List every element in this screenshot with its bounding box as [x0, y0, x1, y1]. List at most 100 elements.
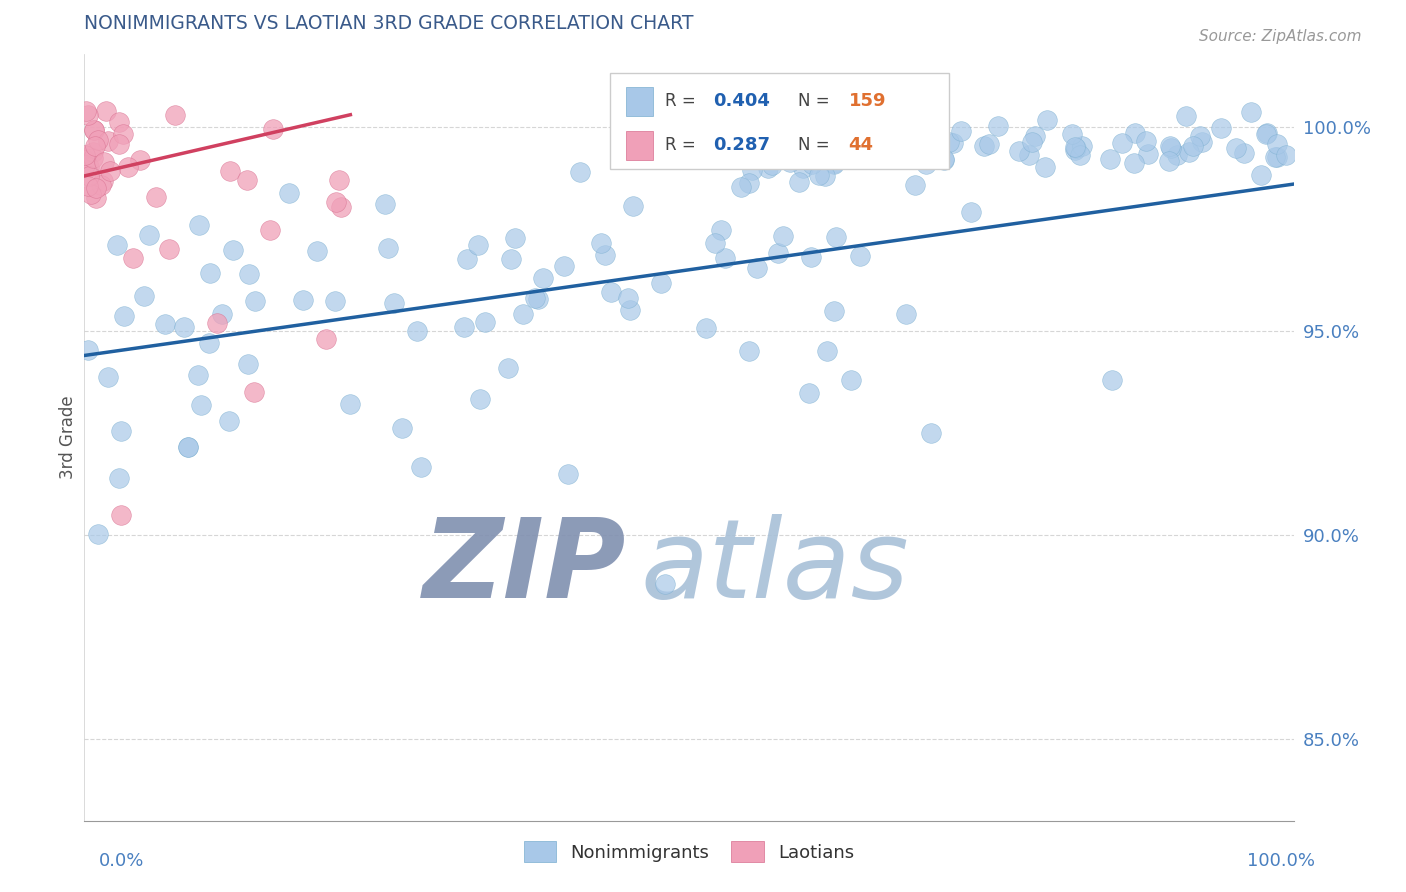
- Point: [839, 373, 862, 387]
- Point: [242, 385, 264, 400]
- Point: [761, 158, 783, 172]
- Point: [695, 321, 717, 335]
- Point: [738, 344, 761, 359]
- Point: [470, 392, 492, 406]
- Point: [839, 137, 862, 152]
- Point: [323, 293, 346, 308]
- Point: [1166, 148, 1188, 162]
- Point: [1036, 113, 1059, 128]
- Point: [1069, 148, 1091, 162]
- Point: [737, 177, 759, 191]
- Point: [1160, 141, 1182, 155]
- Point: [82, 145, 104, 160]
- Point: [138, 227, 160, 242]
- Point: [75, 153, 97, 167]
- Point: [291, 293, 314, 307]
- Point: [411, 460, 433, 475]
- Point: [238, 268, 260, 282]
- Point: [93, 155, 115, 169]
- Point: [374, 197, 396, 211]
- Point: [710, 223, 733, 237]
- Point: [845, 136, 868, 150]
- Point: [709, 108, 731, 122]
- Point: [654, 577, 676, 591]
- Text: N =: N =: [797, 136, 830, 154]
- Point: [330, 200, 353, 214]
- Point: [173, 319, 195, 334]
- Point: [730, 180, 752, 194]
- Point: [763, 141, 786, 155]
- Point: [1159, 139, 1181, 153]
- Point: [84, 139, 107, 153]
- Point: [749, 135, 772, 149]
- Point: [108, 470, 131, 484]
- Point: [75, 158, 97, 172]
- Point: [382, 296, 405, 310]
- Point: [894, 307, 917, 321]
- FancyBboxPatch shape: [610, 73, 949, 169]
- Point: [553, 259, 575, 273]
- Point: [817, 343, 839, 358]
- Point: [84, 191, 107, 205]
- Point: [77, 160, 100, 174]
- Point: [1240, 105, 1263, 120]
- Text: R =: R =: [665, 136, 700, 154]
- Point: [593, 248, 616, 262]
- Point: [198, 336, 221, 351]
- Point: [886, 129, 908, 144]
- Point: [153, 317, 176, 331]
- Point: [105, 237, 128, 252]
- Point: [1066, 141, 1088, 155]
- Point: [801, 157, 824, 171]
- Point: [157, 243, 180, 257]
- Point: [915, 157, 938, 171]
- Point: [262, 121, 284, 136]
- Point: [86, 133, 108, 147]
- Bar: [626, 87, 652, 116]
- Point: [779, 118, 801, 132]
- Point: [773, 139, 796, 153]
- Point: [823, 156, 845, 170]
- Point: [920, 425, 942, 440]
- Text: 0.404: 0.404: [713, 92, 770, 111]
- Point: [613, 121, 636, 136]
- Point: [849, 249, 872, 263]
- Point: [879, 145, 901, 160]
- Point: [108, 136, 131, 151]
- Point: [801, 145, 824, 159]
- Point: [121, 251, 143, 265]
- Point: [741, 145, 763, 159]
- Point: [1123, 155, 1146, 169]
- Point: [904, 145, 927, 160]
- Point: [1256, 127, 1278, 141]
- Point: [305, 244, 328, 259]
- Point: [84, 181, 107, 195]
- Point: [467, 238, 489, 252]
- Text: 44: 44: [849, 136, 873, 154]
- Point: [645, 130, 668, 145]
- Point: [942, 136, 965, 150]
- Point: [1182, 139, 1205, 153]
- Point: [187, 219, 209, 233]
- Point: [496, 360, 519, 375]
- Point: [825, 229, 848, 244]
- Point: [973, 139, 995, 153]
- Point: [76, 108, 98, 122]
- Point: [650, 277, 672, 291]
- Point: [786, 143, 808, 157]
- Point: [616, 291, 638, 305]
- Point: [82, 151, 104, 165]
- Point: [98, 164, 121, 178]
- Point: [198, 266, 221, 280]
- Point: [714, 251, 737, 265]
- Point: [453, 319, 475, 334]
- Point: [83, 123, 105, 137]
- Point: [932, 153, 955, 168]
- Legend: Nonimmigrants, Laotians: Nonimmigrants, Laotians: [516, 834, 862, 869]
- Point: [80, 186, 103, 201]
- Point: [512, 307, 534, 321]
- Point: [218, 164, 240, 178]
- Point: [1174, 109, 1197, 123]
- Point: [96, 103, 118, 118]
- Point: [97, 370, 120, 384]
